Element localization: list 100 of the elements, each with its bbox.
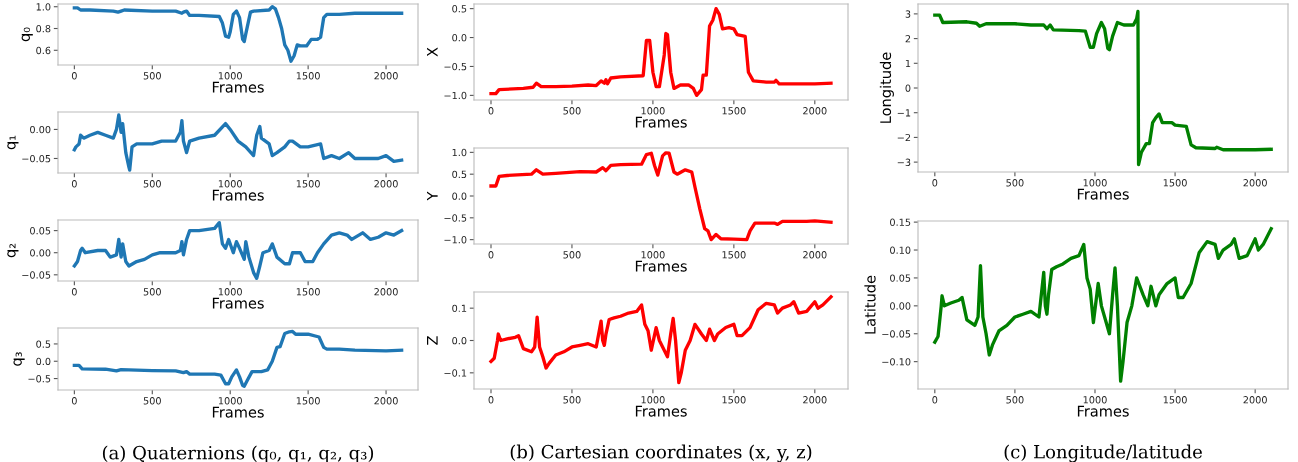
x-tick-label: 0 [71, 288, 77, 296]
line-series [933, 227, 1273, 383]
x-tick-label: 2000 [374, 288, 398, 296]
y-tick-label: 0.00 [890, 302, 911, 310]
x-tick-label: 500 [143, 72, 161, 80]
y-tick-label: 0.05 [890, 274, 911, 282]
text: (b) Cartesian coordinates (x, y, z) [510, 444, 812, 462]
x-tick-label: 2000 [1243, 396, 1267, 404]
y-tick-label: 0.15 [890, 218, 911, 226]
line-series [489, 6, 833, 98]
x-tick-label: 1500 [722, 251, 746, 259]
x-tick-label: 2000 [374, 72, 398, 80]
x-tick-label: 500 [143, 288, 161, 296]
x-tick-label: 500 [1006, 396, 1024, 404]
x-tick-label: 500 [1006, 179, 1024, 187]
y-tick-label: 0.5 [452, 170, 467, 179]
x-axis-title: Frames [635, 260, 687, 272]
x-axis-title: Frames [212, 297, 264, 309]
y-tick-label: 0.0 [452, 34, 467, 42]
x-tick-label: 1500 [296, 288, 320, 296]
y-tick-label: 0.05 [30, 227, 51, 235]
y-axis-title: Latitude [864, 275, 876, 334]
x-tick-label: 2000 [374, 397, 398, 405]
x-tick-label: 0 [71, 180, 77, 188]
x-tick-label: 1000 [218, 288, 242, 296]
y-tick-label: −0.5 [444, 62, 467, 71]
y-tick-label: −1 [897, 109, 911, 117]
x-tick-label: 500 [563, 251, 581, 259]
x-axis-title: Frames [635, 116, 687, 128]
y-axis-title: q₁ [7, 135, 19, 150]
x-tick-label: 1500 [296, 72, 320, 80]
y-tick-label: 1 [905, 59, 911, 67]
x-tick-label: 2000 [1243, 179, 1267, 187]
x-axis-title: Frames [1077, 188, 1129, 200]
x-axis-title: Frames [212, 406, 264, 418]
y-tick-label: 0.1 [452, 304, 467, 312]
line-series [72, 220, 404, 281]
x-tick-label: 500 [143, 180, 161, 188]
y-axis-title: q₂ [7, 243, 19, 258]
text: (c) Longitude/latitude [1004, 444, 1202, 462]
y-axis-title: Y [427, 191, 438, 201]
y-tick-label: 0 [905, 84, 911, 92]
line-series [72, 329, 404, 388]
line-series [72, 113, 404, 172]
x-tick-label: 500 [143, 397, 161, 405]
x-tick-label: 1000 [1083, 179, 1107, 187]
x-tick-label: 2000 [374, 180, 398, 188]
y-tick-label: 0.0 [36, 357, 51, 366]
y-tick-label: 0.10 [890, 246, 911, 254]
x-axis-title: Frames [635, 405, 687, 417]
y-tick-label: −3 [897, 158, 911, 166]
x-tick-label: 0 [71, 397, 77, 405]
x-tick-label: 500 [563, 396, 581, 404]
y-tick-label: 1.0 [452, 148, 467, 157]
y-tick-label: 3 [905, 10, 911, 18]
line-series [72, 5, 404, 63]
x-tick-label: 0 [71, 72, 77, 80]
x-tick-label: 0 [488, 107, 494, 115]
x-tick-label: 1500 [1163, 396, 1187, 404]
y-tick-label: −0.05 [882, 330, 911, 338]
x-axis-title: Frames [1077, 405, 1129, 417]
x-axis-title: Frames [212, 189, 264, 201]
y-tick-label: −0.05 [22, 271, 51, 279]
y-tick-label: 0.0 [452, 192, 467, 200]
x-tick-label: 2000 [803, 251, 827, 259]
y-tick-label: 0.00 [30, 249, 51, 257]
y-tick-label: −0.5 [444, 214, 467, 222]
y-axis-title: q₀ [21, 27, 33, 42]
y-tick-label: −0.1 [444, 369, 467, 377]
x-axis-title: Frames [212, 81, 264, 93]
y-tick-label: −0.05 [22, 154, 51, 163]
x-tick-label: 0 [932, 179, 938, 187]
x-tick-label: 1500 [296, 180, 320, 188]
x-tick-label: 1500 [296, 397, 320, 405]
x-tick-label: 2000 [803, 396, 827, 404]
x-tick-label: 1000 [218, 180, 242, 188]
y-tick-label: 0.6 [36, 46, 51, 55]
y-tick-label: 1.0 [36, 3, 51, 11]
line-series [489, 151, 833, 242]
y-axis-title: q₃ [13, 352, 25, 366]
x-tick-label: 1000 [1083, 396, 1107, 404]
x-tick-label: 0 [488, 251, 494, 259]
y-axis-title: X [427, 47, 438, 57]
line-series [489, 295, 833, 385]
x-tick-label: 2000 [803, 107, 827, 115]
y-axis-title: Z [427, 336, 438, 345]
y-tick-label: 0.5 [36, 340, 51, 348]
x-tick-label: 1500 [722, 396, 746, 404]
y-tick-label: −2 [897, 133, 911, 142]
x-tick-label: 0 [488, 396, 494, 404]
y-tick-label: −0.5 [28, 375, 51, 383]
y-tick-label: 0.0 [452, 336, 467, 345]
y-tick-label: −0.10 [882, 358, 911, 366]
x-tick-label: 1000 [641, 396, 665, 404]
x-tick-label: 1000 [641, 107, 665, 115]
y-tick-label: 0.8 [36, 24, 51, 33]
x-tick-label: 1000 [218, 397, 242, 405]
x-tick-label: 1000 [641, 251, 665, 259]
y-tick-label: 2 [905, 35, 911, 43]
y-tick-label: 0.00 [30, 125, 51, 134]
